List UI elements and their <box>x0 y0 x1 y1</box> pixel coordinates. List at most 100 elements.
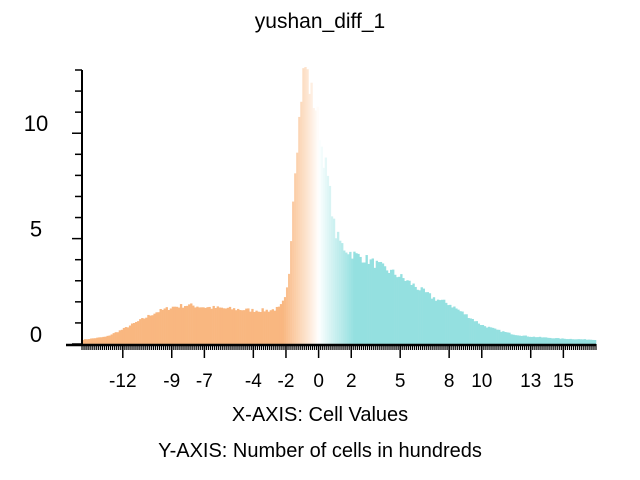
histogram-bar <box>112 333 115 344</box>
histogram-bar <box>449 304 452 344</box>
histogram-bar <box>491 327 495 344</box>
histogram-bar <box>194 307 197 344</box>
x-tick-label: -9 <box>163 371 180 392</box>
histogram-bar <box>273 310 277 344</box>
histogram-bar <box>341 243 344 344</box>
x-tick-label: 8 <box>444 371 455 392</box>
histogram-bar <box>249 311 252 344</box>
histogram-bar <box>149 315 152 344</box>
histogram-bar <box>471 318 474 344</box>
histogram-bar <box>593 340 597 344</box>
histogram-bar <box>577 339 580 344</box>
histogram-bar <box>487 326 491 344</box>
histogram-bar <box>469 318 472 344</box>
histogram-bar <box>216 306 219 344</box>
histogram-bar <box>434 300 438 344</box>
histogram-bar <box>343 250 346 344</box>
x-tick-label: -12 <box>109 371 136 392</box>
histogram-bar <box>540 337 544 344</box>
histogram-bar <box>173 306 177 344</box>
histogram-bar <box>489 327 493 344</box>
histogram-bar <box>179 304 183 344</box>
histogram-bar <box>151 315 154 344</box>
histogram-bar <box>296 152 299 344</box>
histogram-bar <box>443 299 446 344</box>
histogram-bar <box>528 336 532 344</box>
histogram-bar <box>500 331 503 344</box>
histogram-bar <box>285 287 289 344</box>
histogram-bar <box>553 338 556 344</box>
histogram-bar <box>332 218 336 344</box>
histogram-bar <box>237 308 240 344</box>
histogram-bar <box>88 339 91 344</box>
histogram-bar <box>561 338 564 344</box>
histogram-bar <box>110 334 113 344</box>
histogram-bar <box>589 339 593 344</box>
histogram-bar <box>534 337 538 344</box>
histogram-bar <box>143 318 146 344</box>
histogram-bar <box>324 157 328 344</box>
histogram-bar <box>294 173 297 344</box>
histogram-bar <box>410 284 413 344</box>
histogram-bar <box>300 101 303 344</box>
histogram-bar <box>255 310 258 344</box>
histogram-bar <box>400 274 403 344</box>
histogram-bar <box>414 286 417 344</box>
histogram-bar <box>137 321 140 344</box>
histogram-bar <box>224 308 228 344</box>
histogram-bar <box>226 307 230 344</box>
histogram-bar <box>585 339 589 344</box>
histogram-bar <box>475 321 478 344</box>
histogram-bar <box>453 306 456 344</box>
histogram-bar <box>239 310 242 344</box>
histogram-bar <box>232 308 236 344</box>
histogram-bar <box>308 93 311 344</box>
histogram-bar <box>367 263 370 344</box>
histogram-bar <box>457 309 460 344</box>
histogram-bar <box>379 261 383 344</box>
histogram-bar <box>251 308 254 344</box>
histogram-bar <box>496 329 499 344</box>
histogram-bar <box>277 306 281 344</box>
histogram-bar <box>363 262 366 344</box>
histogram-bar <box>288 273 291 344</box>
x-tick-label: 15 <box>553 371 574 392</box>
histogram-bar <box>351 258 354 344</box>
histogram-bar <box>124 327 128 344</box>
histogram-bar <box>412 283 415 344</box>
histogram-bar <box>345 252 348 344</box>
histogram-bar <box>532 336 536 344</box>
histogram-bar <box>510 334 513 344</box>
histogram-bar <box>563 338 566 344</box>
histogram-bar <box>241 310 244 344</box>
histogram-bar <box>141 318 144 344</box>
histogram-bar <box>555 338 558 344</box>
histogram-bar <box>461 311 464 344</box>
histogram-bar <box>322 167 326 344</box>
histogram-bar <box>253 311 256 344</box>
histogram-bar <box>447 305 450 344</box>
histogram-bar <box>102 336 105 344</box>
histogram-bar <box>165 307 168 344</box>
histogram-bar <box>428 293 432 344</box>
x-tick-label: -4 <box>245 371 262 392</box>
histogram-bar <box>147 314 150 344</box>
histogram-bar <box>218 307 221 344</box>
histogram-bar <box>96 337 99 344</box>
histogram-bar <box>269 310 272 344</box>
histogram-bar <box>234 310 238 344</box>
histogram-bar <box>114 332 117 344</box>
histogram-bar <box>230 309 234 344</box>
histogram-bar <box>508 332 511 344</box>
y-tick-label: 5 <box>30 217 42 242</box>
histogram-bar <box>440 299 444 344</box>
histogram-bar <box>155 312 158 344</box>
histogram-bar <box>214 308 217 344</box>
histogram-bar <box>567 339 570 344</box>
histogram-bar <box>271 309 275 344</box>
histogram-bar <box>292 201 295 344</box>
histogram-bar <box>536 337 540 344</box>
histogram-bar <box>290 241 293 344</box>
histogram-bar <box>404 280 407 344</box>
